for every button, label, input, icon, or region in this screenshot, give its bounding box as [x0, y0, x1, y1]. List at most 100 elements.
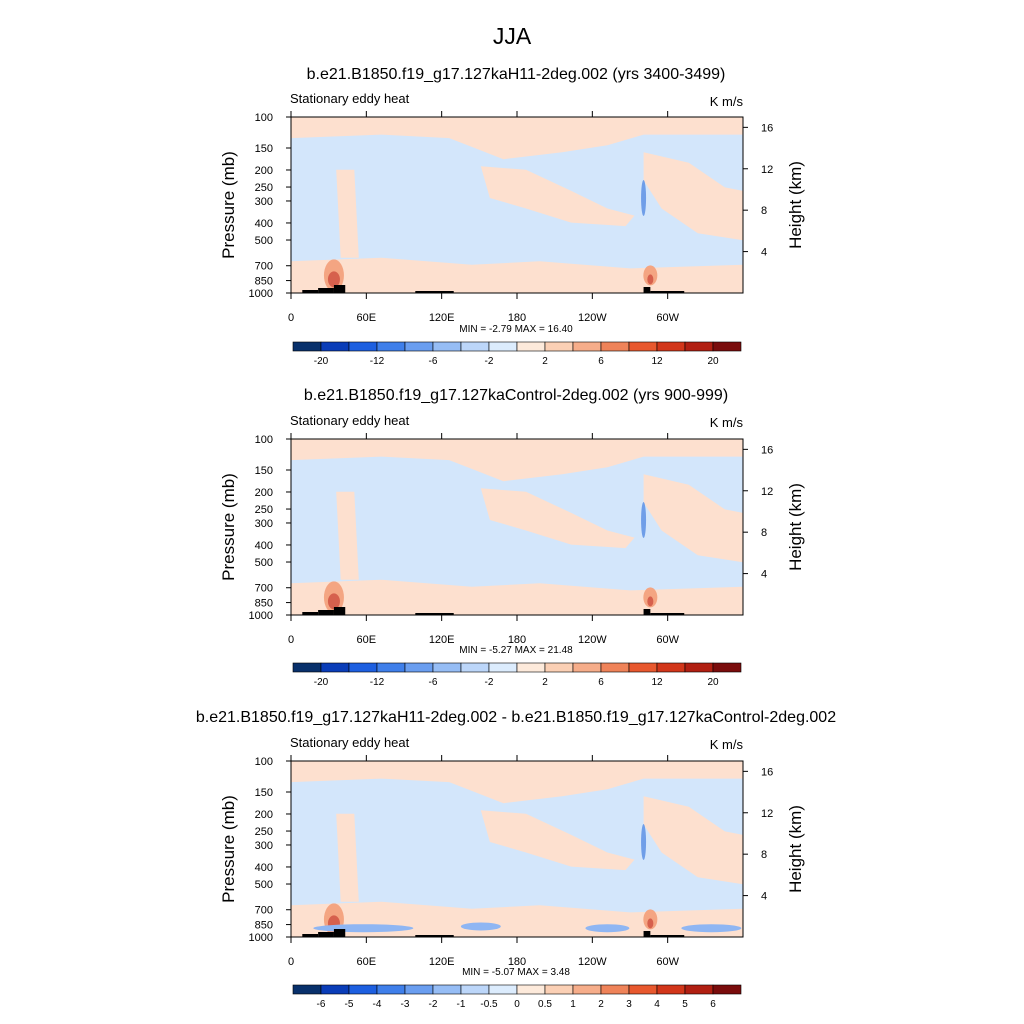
- pressure-tick-label: 1000: [249, 932, 273, 944]
- field-positive-region: [291, 579, 743, 615]
- colorbar-swatch: [516, 984, 546, 995]
- height-tick-label: 16: [761, 444, 773, 456]
- colorbar-swatch: [320, 341, 350, 352]
- topography: [650, 935, 685, 937]
- height-axis-label: Height (km): [786, 483, 805, 571]
- pressure-tick-label: 700: [255, 261, 273, 273]
- height-tick-label: 8: [761, 205, 767, 217]
- colorbar-label: 6: [598, 677, 604, 688]
- colorbar-swatch: [292, 341, 322, 352]
- longitude-tick-label: 120W: [578, 634, 607, 646]
- units-label: K m/s: [710, 415, 744, 430]
- pressure-axis-label: Pressure (mb): [219, 151, 238, 259]
- pressure-tick-label: 500: [255, 235, 273, 247]
- colorbar-label: 2: [542, 677, 548, 688]
- pressure-tick-label: 300: [255, 840, 273, 852]
- longitude-tick-label: 60E: [357, 634, 377, 646]
- pressure-tick-label: 100: [255, 756, 273, 768]
- pressure-tick-label: 850: [255, 276, 273, 288]
- field-positive-region: [643, 152, 743, 241]
- colorbar-swatch: [628, 662, 658, 673]
- colorbar-swatch: [712, 341, 742, 352]
- colorbar-label: -12: [370, 677, 385, 688]
- colorbar-swatch: [432, 341, 462, 352]
- panel-title: b.e21.B1850.f19_g17.127kaControl-2deg.00…: [304, 387, 728, 404]
- pressure-tick-label: 400: [255, 540, 273, 552]
- colorbar-swatch: [348, 341, 378, 352]
- colorbar-swatch: [684, 341, 714, 352]
- height-tick-label: 4: [761, 569, 767, 581]
- colorbar-label: 6: [598, 356, 604, 367]
- panel-subtitle: Stationary eddy heat: [290, 735, 410, 750]
- pressure-tick-label: 1000: [249, 610, 273, 622]
- longitude-tick-label: 0: [288, 634, 294, 646]
- colorbar-swatch: [460, 662, 490, 673]
- height-axis-label: Height (km): [786, 161, 805, 249]
- pressure-axis-label: Pressure (mb): [219, 473, 238, 581]
- field-minimum-region: [641, 501, 647, 538]
- field-positive-region: [291, 117, 743, 160]
- height-tick-label: 16: [761, 122, 773, 134]
- colorbar-swatch: [488, 662, 518, 673]
- field-maximum-core: [647, 596, 654, 607]
- colorbar-swatch: [320, 984, 350, 995]
- topography: [333, 607, 346, 615]
- longitude-tick-label: 60E: [357, 956, 377, 968]
- panel-1: b.e21.B1850.f19_g17.127kaH11-2deg.002 (y…: [219, 66, 805, 367]
- pressure-tick-label: 200: [255, 165, 273, 177]
- colorbar-label: 2: [542, 356, 548, 367]
- colorbar-swatch: [544, 341, 574, 352]
- colorbar-swatch: [488, 341, 518, 352]
- colorbar-label: 4: [654, 999, 660, 1010]
- colorbar-swatch: [516, 341, 546, 352]
- colorbar-swatch: [684, 662, 714, 673]
- colorbar-swatch: [348, 662, 378, 673]
- pressure-tick-label: 500: [255, 557, 273, 569]
- panel-subtitle: Stationary eddy heat: [290, 91, 410, 106]
- colorbar-label: -3: [401, 999, 410, 1010]
- colorbar-swatch: [656, 662, 686, 673]
- panel-title: b.e21.B1850.f19_g17.127kaH11-2deg.002 (y…: [307, 66, 726, 83]
- pressure-tick-label: 850: [255, 598, 273, 610]
- colorbar-swatch: [544, 984, 574, 995]
- longitude-tick-label: 60W: [656, 634, 679, 646]
- figure-title: JJA: [493, 23, 532, 49]
- field-maximum-core: [647, 274, 654, 285]
- pressure-tick-label: 150: [255, 787, 273, 799]
- colorbar-swatch: [572, 984, 602, 995]
- panel-3: b.e21.B1850.f19_g17.127kaH11-2deg.002 - …: [196, 709, 836, 1010]
- height-tick-label: 4: [761, 247, 767, 259]
- heatmap-field: [290, 116, 744, 294]
- units-label: K m/s: [710, 737, 744, 752]
- longitude-tick-label: 180: [508, 956, 526, 968]
- pressure-tick-label: 400: [255, 862, 273, 874]
- field-maximum-core: [327, 593, 340, 610]
- field-positive-region: [480, 810, 635, 871]
- longitude-tick-label: 180: [508, 634, 526, 646]
- colorbar-label: -20: [314, 677, 329, 688]
- colorbar-swatch: [656, 341, 686, 352]
- colorbar-swatch: [488, 984, 518, 995]
- colorbar-swatch: [544, 662, 574, 673]
- height-tick-label: 12: [761, 486, 773, 498]
- colorbar-swatch: [572, 341, 602, 352]
- colorbar-label: 1: [570, 999, 576, 1010]
- colorbar-swatch: [320, 662, 350, 673]
- height-axis-label: Height (km): [786, 805, 805, 893]
- colorbar-swatch: [600, 341, 630, 352]
- colorbar-label: -4: [373, 999, 382, 1010]
- pressure-tick-label: 850: [255, 920, 273, 932]
- pressure-tick-label: 100: [255, 434, 273, 446]
- colorbar-swatch: [404, 341, 434, 352]
- topography: [643, 287, 651, 293]
- height-tick-label: 16: [761, 766, 773, 778]
- colorbar-label: -6: [429, 677, 438, 688]
- field-minimum-region: [641, 823, 647, 860]
- field-maximum-core: [327, 271, 340, 288]
- min-max-stats: MIN = -5.27 MAX = 21.48: [459, 645, 573, 656]
- colorbar-label: -1: [457, 999, 466, 1010]
- field-minimum-band: [460, 922, 501, 931]
- topography: [643, 931, 651, 937]
- pressure-tick-label: 200: [255, 487, 273, 499]
- pressure-tick-label: 250: [255, 826, 273, 838]
